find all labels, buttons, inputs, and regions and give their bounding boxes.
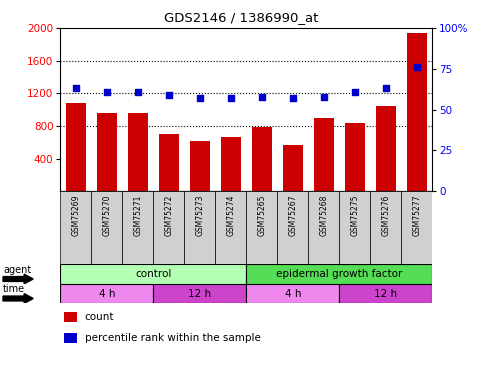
Bar — [339, 191, 370, 264]
Bar — [308, 191, 339, 264]
Text: 4 h: 4 h — [284, 289, 301, 298]
Text: GSM75274: GSM75274 — [227, 195, 235, 236]
Bar — [154, 284, 246, 303]
Bar — [60, 191, 91, 264]
Text: GDS2146 / 1386990_at: GDS2146 / 1386990_at — [164, 11, 319, 24]
Bar — [185, 191, 215, 264]
Text: 12 h: 12 h — [188, 289, 212, 298]
Text: control: control — [135, 269, 171, 279]
Text: GSM75268: GSM75268 — [319, 195, 328, 236]
Bar — [154, 191, 185, 264]
FancyArrow shape — [3, 274, 33, 284]
Bar — [97, 113, 117, 191]
Bar — [221, 136, 241, 191]
Text: count: count — [85, 312, 114, 322]
Bar — [64, 333, 77, 343]
Bar — [190, 141, 210, 191]
Bar — [283, 145, 303, 191]
Bar — [314, 118, 334, 191]
Bar — [246, 284, 339, 303]
Bar — [66, 103, 86, 191]
Text: 4 h: 4 h — [99, 289, 115, 298]
Point — [227, 95, 235, 101]
Text: GSM75267: GSM75267 — [288, 195, 298, 236]
Bar — [246, 264, 432, 284]
Text: GSM75270: GSM75270 — [102, 195, 112, 236]
Point — [103, 89, 111, 95]
Point — [165, 92, 173, 98]
Text: GSM75273: GSM75273 — [195, 195, 204, 236]
Point — [413, 64, 421, 70]
Text: GSM75269: GSM75269 — [71, 195, 80, 236]
Bar — [246, 191, 277, 264]
Point — [134, 89, 142, 95]
Point — [320, 94, 327, 100]
Bar — [376, 106, 396, 191]
Point — [289, 95, 297, 101]
Bar — [64, 312, 77, 321]
Bar — [370, 191, 401, 264]
FancyArrow shape — [3, 294, 33, 303]
Text: GSM75272: GSM75272 — [164, 195, 173, 236]
Text: time: time — [3, 284, 25, 294]
Bar — [60, 264, 246, 284]
Bar — [159, 134, 179, 191]
Text: agent: agent — [3, 265, 31, 275]
Bar — [215, 191, 246, 264]
Text: GSM75265: GSM75265 — [257, 195, 266, 236]
Text: 12 h: 12 h — [374, 289, 398, 298]
Text: epidermal growth factor: epidermal growth factor — [276, 269, 402, 279]
Bar — [345, 123, 365, 191]
Bar — [60, 284, 154, 303]
Bar — [252, 127, 272, 191]
Bar — [277, 191, 308, 264]
Text: percentile rank within the sample: percentile rank within the sample — [85, 333, 260, 343]
Bar — [122, 191, 154, 264]
Bar — [407, 33, 427, 191]
Bar — [401, 191, 432, 264]
Text: GSM75277: GSM75277 — [412, 195, 421, 236]
Point — [382, 86, 390, 92]
Point — [351, 89, 359, 95]
Point — [196, 95, 204, 101]
Point — [258, 94, 266, 100]
Point — [72, 86, 80, 92]
Text: GSM75275: GSM75275 — [350, 195, 359, 236]
Bar — [91, 191, 122, 264]
Text: GSM75271: GSM75271 — [133, 195, 142, 236]
Bar — [339, 284, 432, 303]
Text: GSM75276: GSM75276 — [381, 195, 390, 236]
Bar — [128, 113, 148, 191]
